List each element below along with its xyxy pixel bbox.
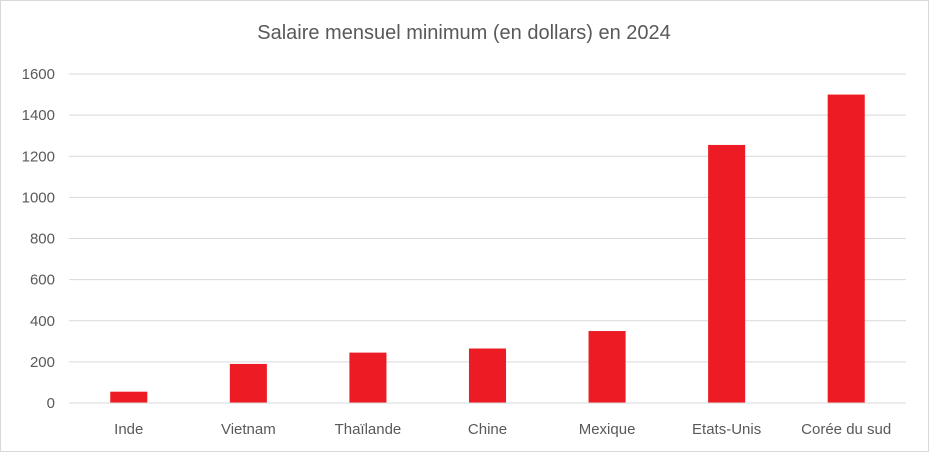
bar-inde [110,391,148,403]
bars [110,94,865,404]
x-tick-label: Chine [468,421,507,438]
x-axis-labels: Inde Vietnam Thaïlande Chine Mexique Etats-Un… [114,421,891,438]
bar-vietnam [229,363,267,403]
y-tick-label: 600 [30,272,55,289]
gridlines [69,73,906,363]
y-tick-label: 200 [30,354,55,371]
x-tick-label: Thaïlande [335,421,402,438]
y-tick-label: 800 [30,231,55,248]
x-tick-label: Etats-Unis [692,421,761,438]
x-tick-label: Corée du sud [801,421,891,438]
y-axis-ticks: 0 200 400 600 800 1000 1200 1400 1600 [22,66,55,412]
y-tick-label: 1400 [22,107,55,124]
x-tick-label: Vietnam [221,421,276,438]
y-tick-label: 1600 [22,66,55,83]
bar-mexique [588,331,626,403]
y-tick-label: 1000 [22,189,55,206]
chart-title: Salaire mensuel minimum (en dollars) en … [257,22,671,44]
bar-chine [468,348,507,403]
y-tick-label: 1200 [22,148,55,165]
bar-tha-lande [349,352,387,403]
y-tick-label: 400 [30,313,55,330]
y-tick-label: 0 [47,395,55,412]
bar-cor-e-du-sud [827,94,865,403]
x-tick-label: Mexique [579,421,636,438]
x-tick-label: Inde [114,421,143,438]
bar-etats-unis [708,144,746,404]
